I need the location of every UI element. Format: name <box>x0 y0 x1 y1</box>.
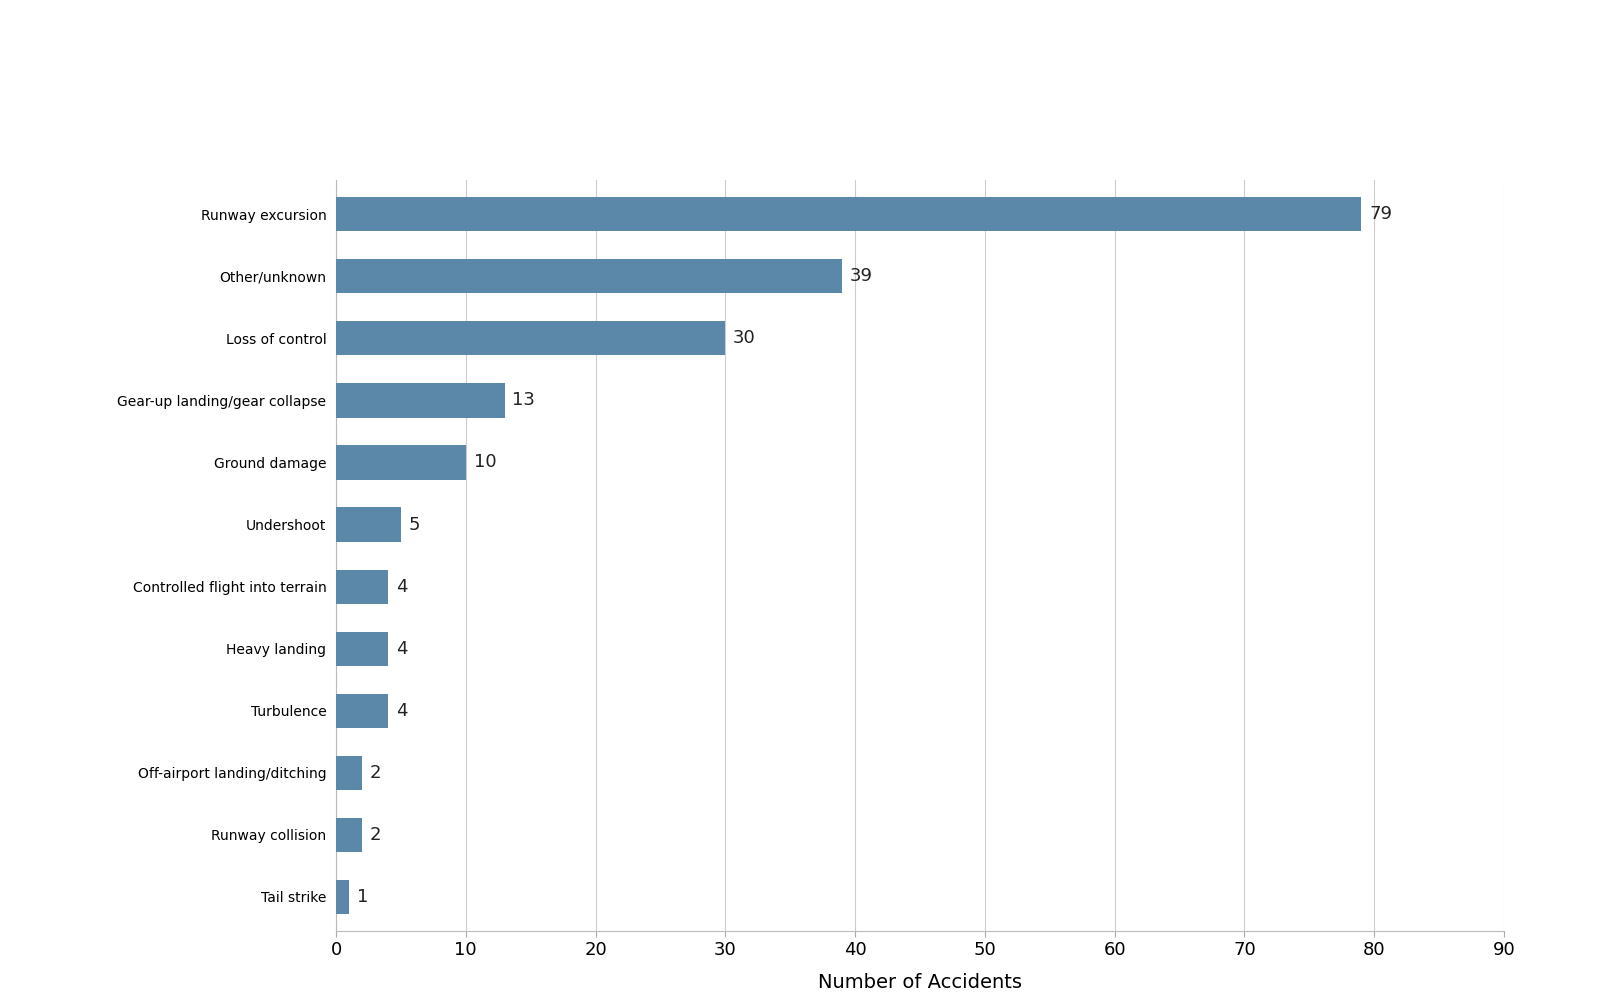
Bar <box>336 321 725 355</box>
Text: 1: 1 <box>357 888 368 906</box>
Text: 4: 4 <box>395 640 406 658</box>
Text: 4: 4 <box>395 702 406 720</box>
Text: 10: 10 <box>474 453 496 471</box>
Text: 79: 79 <box>1370 205 1392 223</box>
Bar <box>336 508 402 542</box>
Bar <box>336 818 362 852</box>
Bar <box>336 694 387 728</box>
Text: Corporate Jet Accidents by Type, 2017–2022: Corporate Jet Accidents by Type, 2017–20… <box>29 86 614 110</box>
Bar <box>336 570 387 604</box>
Bar <box>336 756 362 790</box>
Text: 2: 2 <box>370 764 381 782</box>
Bar <box>336 197 1362 231</box>
Text: 39: 39 <box>850 267 874 285</box>
Bar <box>336 383 504 417</box>
Bar <box>336 880 349 914</box>
X-axis label: Number of Accidents: Number of Accidents <box>818 973 1022 992</box>
Text: 4: 4 <box>395 578 406 596</box>
Text: 2: 2 <box>370 826 381 844</box>
Bar <box>336 259 842 293</box>
Text: 30: 30 <box>733 329 755 347</box>
Text: 5: 5 <box>408 516 421 534</box>
Text: 13: 13 <box>512 391 536 409</box>
Bar <box>336 632 387 666</box>
Text: Figure 5: Figure 5 <box>29 30 102 48</box>
Bar <box>336 445 466 479</box>
